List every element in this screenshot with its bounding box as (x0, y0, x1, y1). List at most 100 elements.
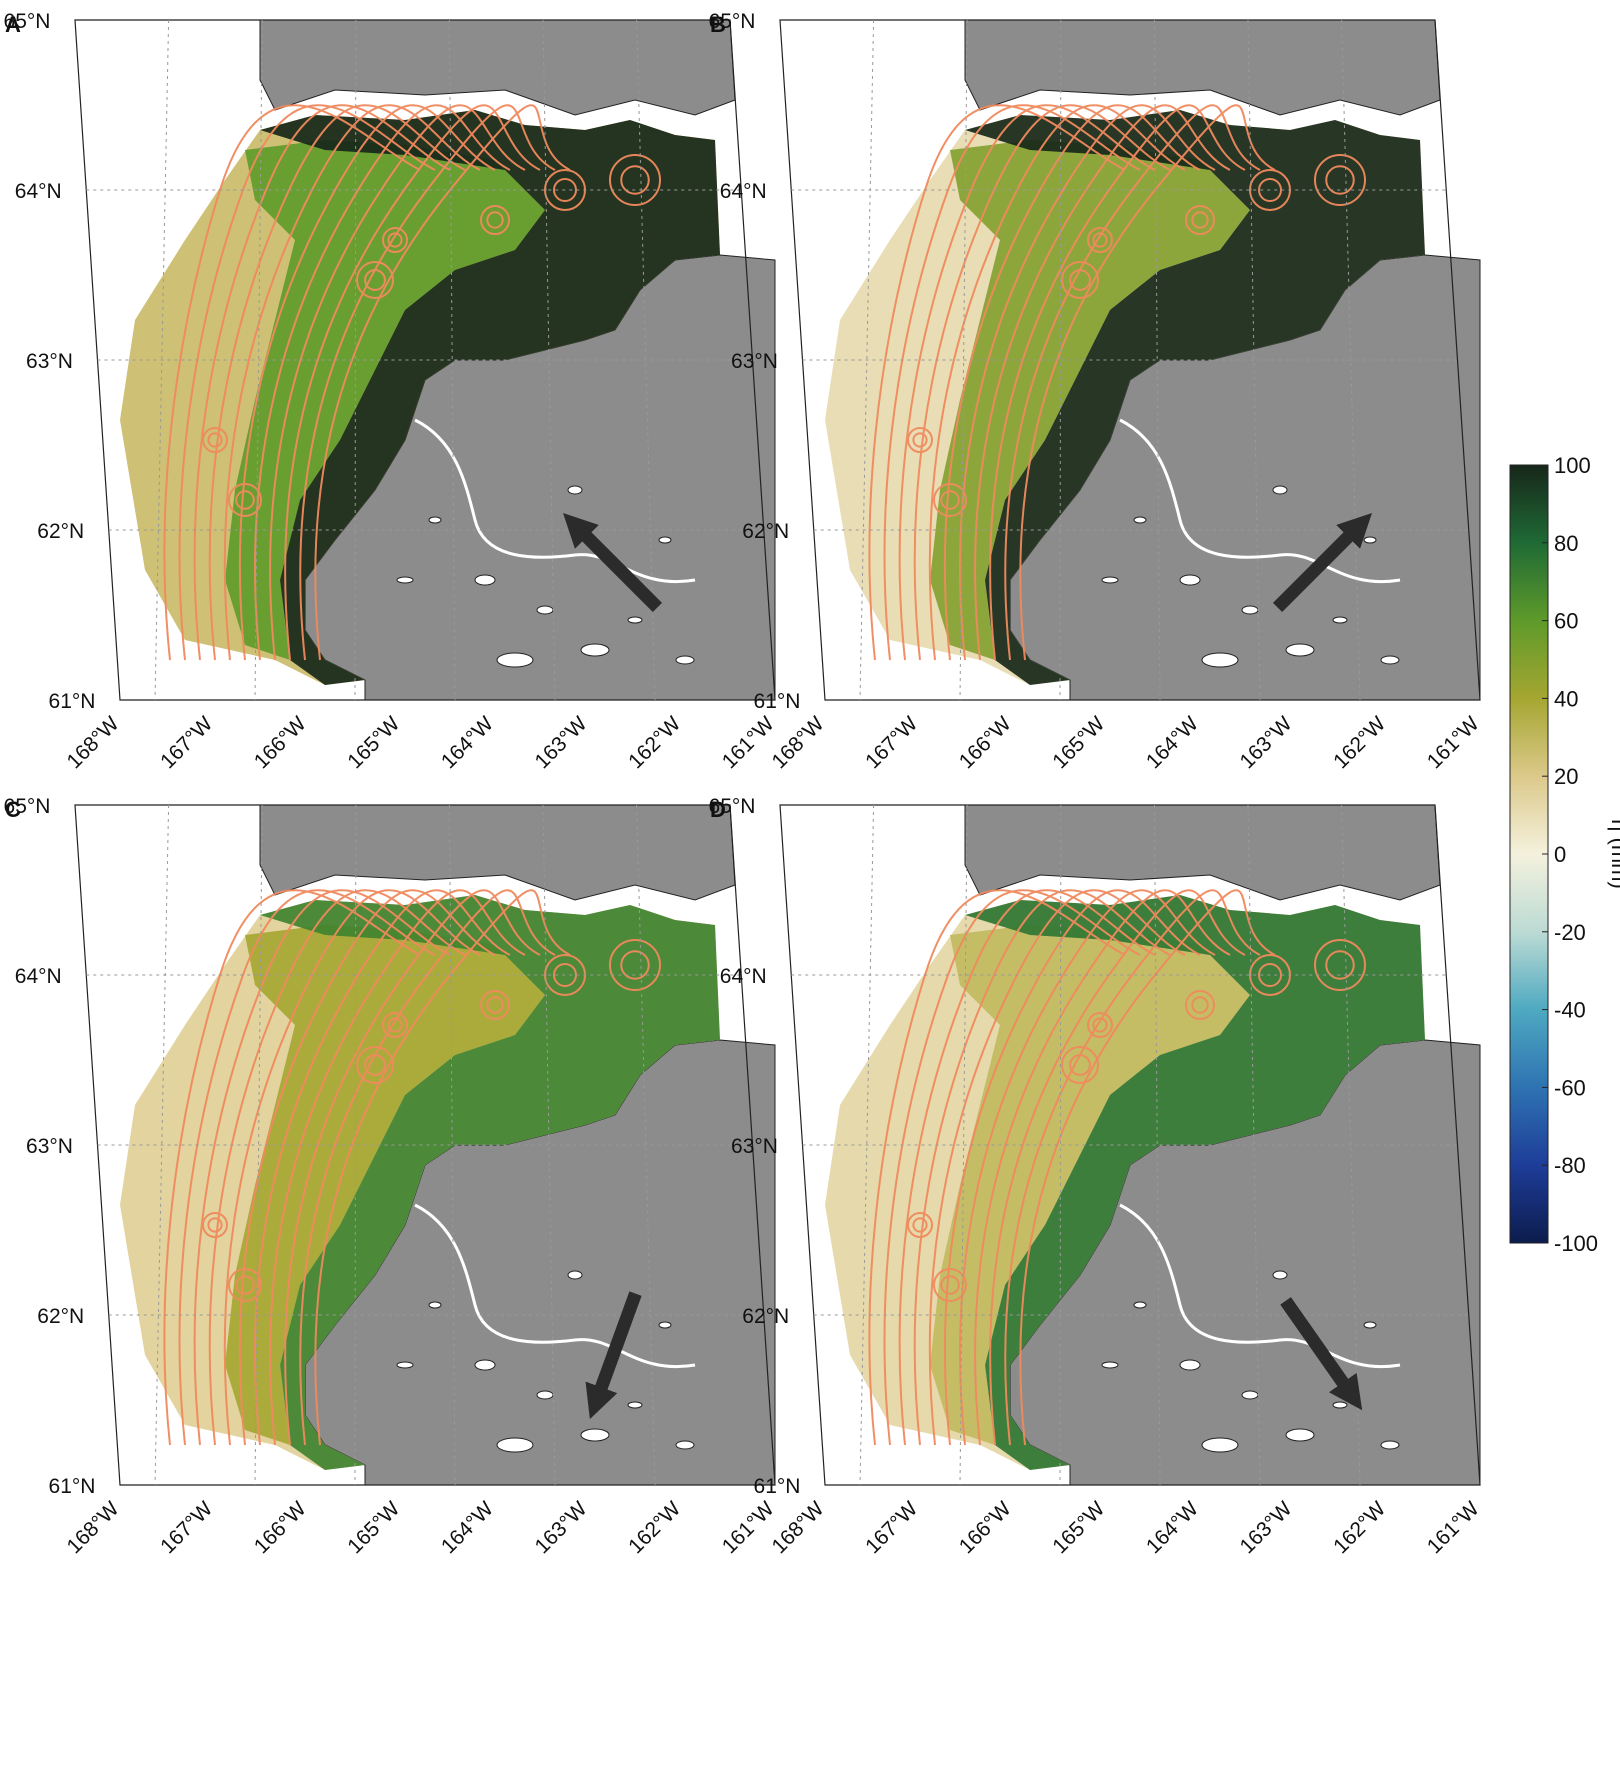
colorbar: 100 80 60 40 20 0 -20 -40 -60 -80 -100 η (mm) (1509, 453, 1620, 1256)
graticule-meridian (1341, 19, 1361, 701)
streamline (284, 889, 541, 1446)
streamline (974, 104, 1231, 661)
streamline-eddy (364, 1054, 386, 1076)
streamline (269, 889, 526, 1446)
graticule (86, 804, 764, 1486)
lake (496, 652, 534, 668)
lon-tick-label: 164°W (437, 1497, 498, 1558)
lon-tick-label: 168°W (63, 712, 124, 773)
streamline (928, 104, 1186, 661)
lake (658, 536, 672, 544)
lon-tick-label: 166°W (955, 1497, 1016, 1558)
graticule-meridian (254, 19, 263, 701)
graticule-meridian (1153, 19, 1161, 701)
streamline (208, 104, 466, 661)
streamline-eddy (207, 1217, 223, 1233)
streamline-eddy (553, 178, 577, 202)
lake (567, 485, 583, 495)
streamline (238, 889, 496, 1446)
graticule-meridian (154, 19, 170, 701)
streamline-eddy (1087, 227, 1113, 253)
lat-tick-label: 62°N (742, 1305, 789, 1328)
streamline-eddy (486, 996, 504, 1014)
streamline-eddy (1061, 1046, 1099, 1084)
yukon-river (414, 1203, 696, 1368)
graticule-meridian (354, 804, 357, 1486)
streamline-eddy (1314, 939, 1366, 991)
lat-tick-label: 62°N (37, 520, 84, 543)
lon-tick-label: 162°W (624, 1497, 685, 1558)
streamline (898, 104, 1156, 661)
lon-tick-label: 166°W (250, 1497, 311, 1558)
lon-tick-label: 164°W (437, 712, 498, 773)
streamline (314, 104, 571, 661)
sea-level-coastal (260, 110, 720, 685)
colorbar-tick-label: 40 (1554, 686, 1578, 711)
yukon-river (414, 418, 696, 583)
streamline (943, 104, 1201, 661)
colorbar-tick-label: 0 (1554, 842, 1566, 867)
lake (580, 643, 610, 657)
lake (496, 1437, 534, 1453)
streamlines (163, 104, 661, 661)
streamline (959, 104, 1216, 661)
lat-tick-label: 61°N (754, 1475, 801, 1498)
streamline-eddy (228, 1268, 262, 1302)
graticule-meridian (1059, 804, 1062, 1486)
streamline-eddy (912, 1217, 928, 1233)
streamline-eddy (382, 1012, 408, 1038)
streamline-eddy (1258, 963, 1282, 987)
streamline (913, 889, 1171, 1446)
streamline-eddy (480, 990, 510, 1020)
streamline-eddy (609, 939, 661, 991)
lon-tick-label: 161°W (718, 1497, 779, 1558)
graticule-meridian (154, 804, 170, 1486)
lake (1332, 616, 1348, 624)
colorbar-tick-label: -100 (1554, 1231, 1598, 1256)
lon-tick-label: 163°W (1236, 1497, 1297, 1558)
streamline-eddy (387, 1017, 403, 1033)
lon-tick-label: 167°W (861, 712, 922, 773)
streamline-eddy (912, 432, 928, 448)
lake (1380, 655, 1400, 665)
sea-level-coastal (260, 895, 720, 1470)
streamline (943, 889, 1201, 1446)
streamline-eddy (382, 227, 408, 253)
streamline (1004, 104, 1261, 661)
graticule-meridian (1153, 804, 1161, 1486)
wind-arrow (563, 513, 663, 613)
sea-level-coastal (965, 110, 1425, 685)
streamline-eddy (907, 427, 933, 453)
streamline-eddy (364, 269, 386, 291)
streamline (254, 104, 511, 661)
streamline-eddy (202, 427, 228, 453)
lon-tick-label: 164°W (1142, 712, 1203, 773)
streamline-eddy (1061, 261, 1099, 299)
streamline-eddy (1092, 1017, 1108, 1033)
streamline-eddy (1258, 178, 1282, 202)
lake (1101, 1361, 1119, 1369)
streamline (1019, 889, 1276, 1446)
streamline-eddy (356, 261, 394, 299)
colorbar-tick-label: 60 (1554, 609, 1578, 634)
streamline-eddy (480, 205, 510, 235)
colorbar-tick-label: -80 (1554, 1153, 1586, 1178)
lake (658, 1321, 672, 1329)
lon-tick-label: 168°W (63, 1497, 124, 1558)
streamline-eddy (620, 950, 650, 980)
lake (428, 1301, 442, 1309)
streamline (223, 889, 481, 1446)
panel-label: A (5, 12, 21, 37)
lake (536, 1390, 554, 1400)
lat-tick-label: 64°N (720, 180, 767, 203)
streamline-eddy (553, 963, 577, 987)
graticule-meridian (636, 19, 656, 701)
lake (1201, 1437, 1239, 1453)
lon-tick-label: 168°W (768, 1497, 829, 1558)
lon-tick-label: 165°W (1048, 1497, 1109, 1558)
lake (474, 574, 496, 586)
lat-tick-label: 65°N (4, 795, 51, 818)
